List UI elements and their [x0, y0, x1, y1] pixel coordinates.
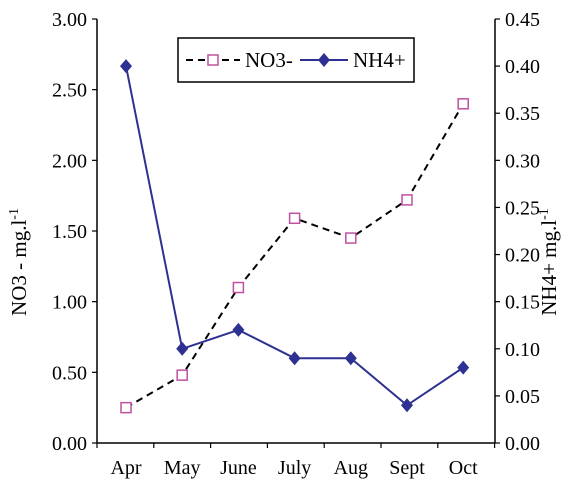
series-no3 — [120, 98, 469, 414]
right-y-axis-title-main: NH4+ mg.l — [537, 220, 561, 316]
right-y-axis-title: NH4+ mg.l-1 — [537, 208, 561, 316]
legend-nh4-marker — [318, 53, 330, 67]
right-tick-label: 0.10 — [505, 339, 540, 361]
x-tick-label: Apr — [110, 457, 141, 479]
right-tick-label: 0.15 — [505, 292, 540, 314]
x-tick-label: Aug — [334, 457, 368, 479]
right-tick-label: 0.05 — [505, 386, 540, 408]
right-tick-label: 0.00 — [505, 433, 540, 455]
no3-point — [120, 401, 132, 414]
no3-point — [176, 369, 188, 381]
left-y-axis-title-main: NO3 - mg.l — [7, 220, 31, 316]
right-tick-label: 0.25 — [505, 197, 540, 219]
left-y-axis-title-sup: -1 — [7, 208, 22, 220]
right-y-axis-title-sup: -1 — [537, 208, 552, 220]
no3-point — [345, 232, 357, 244]
x-tick-label: Oct — [449, 457, 478, 479]
nh4-point — [457, 360, 470, 375]
nh4-point — [176, 341, 189, 356]
left-y-axis-title: NO3 - mg.l-1 — [7, 208, 31, 316]
left-tick-label: 2.00 — [52, 150, 87, 172]
no3-point — [232, 281, 245, 294]
nh4-point — [232, 322, 245, 337]
left-tick-label: 0.00 — [52, 433, 87, 455]
left-tick-label: 1.50 — [52, 221, 87, 243]
nh4-point — [120, 59, 132, 74]
legend: NO3- NH4+ — [177, 37, 415, 83]
legend-no3-marker — [207, 54, 219, 66]
no3-point — [288, 212, 301, 225]
x-tick-label: July — [278, 457, 311, 479]
right-tick-label: 0.45 — [505, 9, 540, 31]
nh4-point — [344, 351, 357, 366]
x-tick-label: May — [164, 457, 201, 479]
legend-no3-label: NO3- — [245, 48, 293, 72]
no3-point — [401, 194, 413, 206]
right-y-axis-ticks: 0.00 0.05 0.10 0.15 0.20 0.25 0.30 0.35 0.40 0.45 — [495, 9, 540, 455]
left-y-axis-ticks: 0.00 0.50 1.00 1.50 2.00 2.50 3.00 — [52, 9, 97, 455]
right-tick-label: 0.30 — [505, 150, 540, 172]
x-tick-label: June — [220, 457, 257, 479]
left-tick-label: 3.00 — [52, 9, 87, 31]
series-nh4 — [120, 59, 470, 413]
right-tick-label: 0.40 — [505, 56, 540, 78]
right-tick-label: 0.35 — [505, 103, 540, 125]
x-axis-ticks: Apr May June July Aug Sept Oct — [96, 443, 496, 479]
nh4-point — [288, 351, 301, 366]
left-tick-label: 0.50 — [52, 362, 87, 384]
x-tick-label: Sept — [389, 457, 425, 479]
legend-nh4-label: NH4+ — [353, 48, 406, 72]
left-tick-label: 1.00 — [52, 292, 87, 314]
no3-point — [457, 98, 469, 110]
right-tick-label: 0.20 — [505, 245, 540, 267]
nh4-point — [401, 398, 413, 413]
left-tick-label: 2.50 — [52, 80, 87, 102]
